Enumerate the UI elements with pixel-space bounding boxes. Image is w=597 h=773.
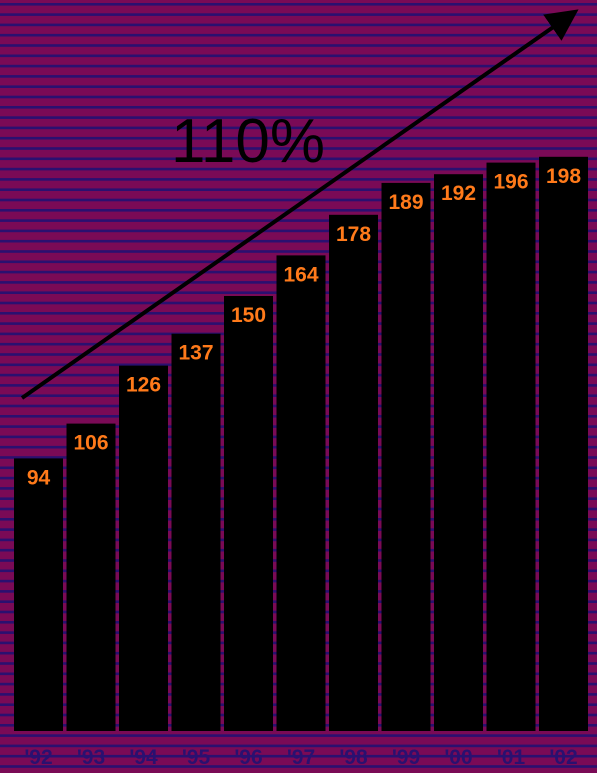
value-label: 126 bbox=[126, 374, 161, 397]
bar-0 bbox=[14, 458, 63, 731]
background-stripe bbox=[0, 734, 597, 737]
value-label: 198 bbox=[546, 165, 581, 188]
value-label: 150 bbox=[231, 304, 266, 327]
background-stripe bbox=[0, 167, 597, 171]
x-tick-label: '94 bbox=[129, 746, 158, 769]
background-stripe bbox=[0, 126, 597, 130]
background-stripe bbox=[0, 250, 597, 253]
background-stripe bbox=[0, 106, 597, 109]
bar-7 bbox=[381, 182, 431, 731]
background-stripe bbox=[0, 3, 597, 6]
background-stripe bbox=[0, 95, 597, 99]
bar-5 bbox=[276, 255, 326, 731]
background-stripe bbox=[0, 209, 597, 212]
growth-annotation: 110% bbox=[171, 107, 325, 176]
background-stripe bbox=[0, 219, 597, 222]
bars bbox=[14, 156, 588, 732]
x-tick-label: '93 bbox=[77, 746, 105, 769]
x-tick-label: '98 bbox=[339, 746, 368, 769]
background-stripe bbox=[0, 188, 597, 191]
x-tick-label: '99 bbox=[392, 746, 420, 769]
bar-9 bbox=[486, 162, 536, 732]
x-tick-label: '96 bbox=[234, 746, 262, 769]
background-stripe bbox=[0, 33, 597, 37]
trend-arrow bbox=[20, 9, 579, 400]
background-stripe bbox=[0, 765, 597, 768]
x-tick-label: '97 bbox=[287, 746, 315, 769]
background-stripe bbox=[0, 75, 597, 78]
value-label: 164 bbox=[283, 263, 318, 286]
background-stripe bbox=[0, 754, 597, 758]
background-stripe bbox=[0, 85, 597, 88]
x-tick-label: '92 bbox=[24, 746, 52, 769]
value-label: 94 bbox=[27, 466, 51, 489]
bar-4 bbox=[224, 296, 273, 731]
x-tick-label: '95 bbox=[182, 746, 211, 769]
background-stripe bbox=[0, 136, 597, 140]
bar-3 bbox=[171, 333, 221, 731]
value-label: 189 bbox=[388, 191, 423, 214]
x-axis-ticks: '92 '93 '94 '95 '96 '97 '98 '99 '00 '01 '02 bbox=[24, 746, 577, 769]
bar-10 bbox=[539, 156, 588, 732]
value-label: 192 bbox=[441, 182, 476, 205]
value-label: 178 bbox=[336, 223, 371, 246]
bar-1 bbox=[66, 423, 116, 731]
bar-2 bbox=[119, 365, 168, 731]
background-stripe bbox=[0, 229, 597, 233]
background-stripe bbox=[0, 744, 597, 748]
background-stripe bbox=[0, 23, 597, 27]
background-stripe bbox=[0, 64, 597, 68]
value-label: 137 bbox=[178, 342, 213, 365]
value-label: 106 bbox=[73, 432, 108, 455]
background-stripe bbox=[0, 157, 597, 161]
background-stripe bbox=[0, 198, 597, 202]
background-stripe bbox=[0, 239, 597, 243]
bar-6 bbox=[329, 214, 378, 732]
value-label: 196 bbox=[493, 171, 528, 194]
background-stripe bbox=[0, 44, 597, 47]
x-tick-label: '02 bbox=[549, 746, 577, 769]
x-tick-label: '01 bbox=[497, 746, 526, 769]
bar-8 bbox=[434, 174, 483, 731]
background-stripe bbox=[0, 116, 597, 119]
background-stripe bbox=[0, 13, 597, 16]
x-tick-label: '00 bbox=[444, 746, 472, 769]
background-stripe bbox=[0, 147, 597, 150]
background-stripe bbox=[0, 178, 597, 181]
value-labels: 94 106 126 137 150 164 178 189 192 196 198 bbox=[27, 165, 582, 490]
background-stripe bbox=[0, 54, 597, 58]
